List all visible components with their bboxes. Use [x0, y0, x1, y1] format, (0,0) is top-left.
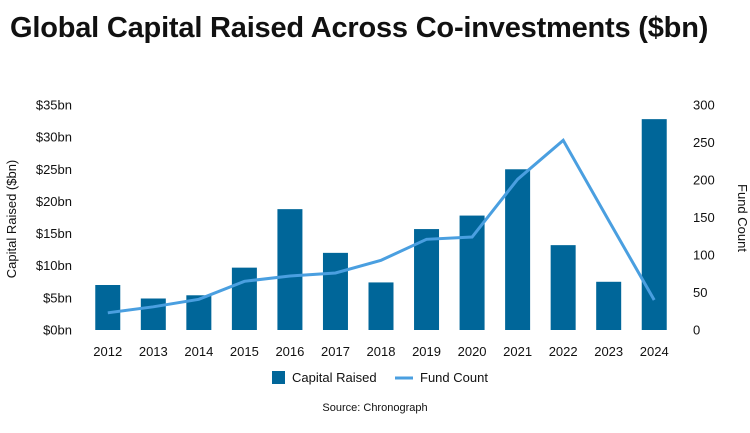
y2-tick-label: 300	[693, 98, 715, 113]
y2-tick-label: 150	[693, 210, 715, 225]
bar-2024	[641, 119, 667, 331]
x-tick-label: 2012	[93, 344, 122, 359]
y-tick-label: $30bn	[36, 130, 72, 145]
bar-2013	[140, 298, 166, 330]
legend: Capital Raised Fund Count	[272, 370, 488, 385]
bar-2022	[550, 245, 576, 330]
bar-2021	[505, 169, 531, 330]
fund-count-line	[107, 137, 656, 315]
x-tick-label: 2017	[321, 344, 350, 359]
x-tick-label: 2024	[640, 344, 669, 359]
y2-tick-label: 100	[693, 248, 715, 263]
bar-2017	[322, 252, 348, 330]
bar-2015	[231, 267, 257, 330]
x-tick-label: 2016	[275, 344, 304, 359]
x-tick-label: 2020	[458, 344, 487, 359]
bar-series	[95, 119, 667, 331]
bar-2012	[95, 285, 121, 330]
y2-tick-label: 250	[693, 135, 715, 150]
y-tick-label: $35bn	[36, 98, 72, 113]
combo-chart: 2012 2013 2014 2015 2016 2017 2018 2019 2020 2021…	[4, 98, 750, 386]
chart-title: Global Capital Raised Across Co-investme…	[10, 12, 709, 44]
bar-2023	[596, 281, 622, 330]
x-tick-label: 2018	[367, 344, 396, 359]
y-tick-label: $20bn	[36, 194, 72, 209]
y-tick-label: $0bn	[43, 323, 72, 338]
line-series	[107, 137, 656, 315]
y2-axis-label: Fund Count	[735, 184, 750, 252]
y2-tick-label: 50	[693, 285, 707, 300]
x-tick-label: 2023	[594, 344, 623, 359]
y2-tick-label: 200	[693, 173, 715, 188]
x-tick-label: 2021	[503, 344, 532, 359]
y-tick-label: $15bn	[36, 226, 72, 241]
x-tick-label: 2019	[412, 344, 441, 359]
y-axis-label: Capital Raised ($bn)	[4, 160, 19, 279]
y-axis-ticks: $0bn $5bn $10bn $15bn $20bn $25bn $30bn $35bn	[36, 98, 72, 338]
bar-2020	[459, 215, 485, 330]
y2-tick-label: 0	[693, 323, 700, 338]
y-tick-label: $10bn	[36, 258, 72, 273]
y-tick-label: $5bn	[43, 290, 72, 305]
x-tick-label: 2013	[139, 344, 168, 359]
y2-axis-ticks: 0 50 100 150 200 250 300	[693, 98, 715, 338]
legend-label-capital-raised: Capital Raised	[292, 370, 377, 385]
bar-2019	[414, 229, 440, 330]
legend-label-fund-count: Fund Count	[420, 370, 488, 385]
x-tick-label: 2014	[184, 344, 213, 359]
bar-2016	[277, 209, 303, 330]
x-tick-label: 2022	[549, 344, 578, 359]
bar-2018	[368, 282, 394, 330]
x-axis-ticks: 2012 2013 2014 2015 2016 2017 2018 2019 2020 2021…	[93, 344, 668, 359]
source-note: Source: Chronograph	[322, 402, 428, 414]
y-tick-label: $25bn	[36, 162, 72, 177]
x-tick-label: 2015	[230, 344, 259, 359]
legend-swatch-capital-raised	[272, 371, 285, 384]
